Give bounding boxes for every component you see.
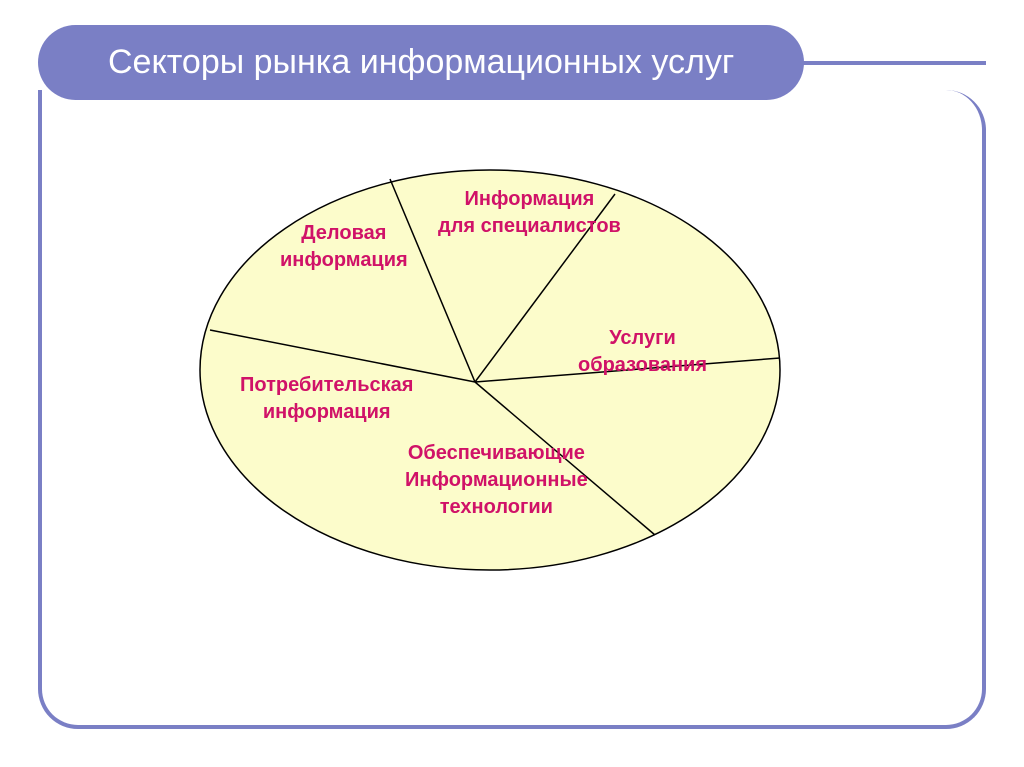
sector-label: Потребительская информация [240,372,413,426]
sector-label: Информация для специалистов [438,186,621,240]
slide-title: Секторы рынка информационных услуг [38,25,804,100]
sector-label: Обеспечивающие Информационные технологии [405,440,588,521]
sector-diagram: Информация для специалистов Деловая инфор… [180,150,800,590]
title-line [802,61,986,65]
sector-label: Услуги образования [578,325,707,379]
sector-label: Деловая информация [280,220,408,274]
